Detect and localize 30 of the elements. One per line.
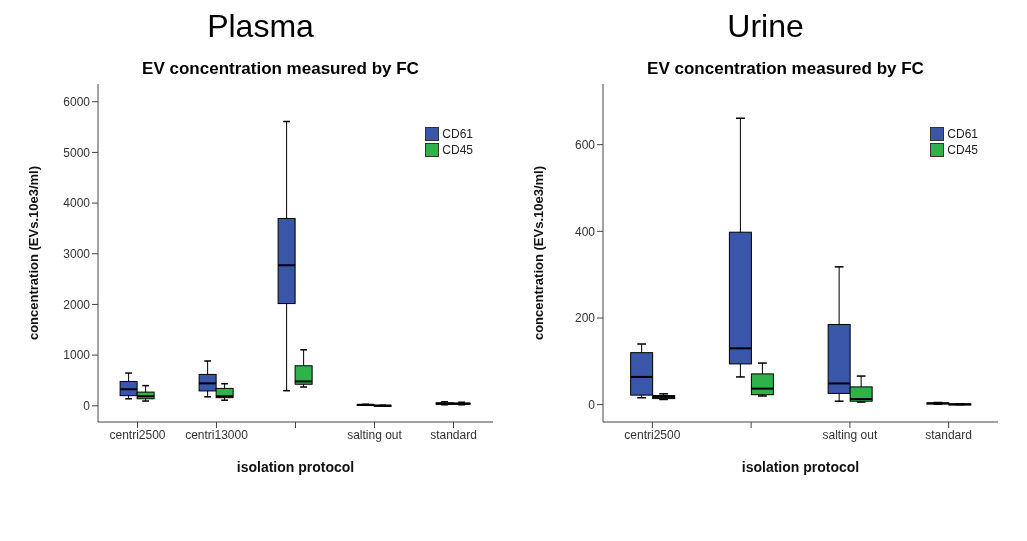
x-tick-label: centri2500	[109, 427, 166, 442]
y-tick-label: 6000	[63, 95, 91, 109]
y-tick-label: 3000	[63, 247, 91, 262]
x-tick-label: standard	[430, 427, 477, 442]
legend-label: CD61	[442, 126, 473, 142]
y-tick-label: 5000	[63, 145, 91, 160]
x-tick-label: salting out	[822, 427, 878, 442]
chart-subtitle: EV concentration measured by FC	[647, 59, 924, 78]
y-tick-label: 0	[588, 397, 596, 412]
y-tick-label: 2000	[63, 297, 91, 312]
y-tick-label: 600	[574, 137, 596, 152]
chart-title: Plasma	[206, 8, 315, 46]
y-tick-label: 0	[83, 399, 91, 414]
x-axis-title: isolation protocol	[236, 459, 355, 475]
x-tick-label: centri13000	[185, 427, 249, 442]
x-tick-label: salting out	[347, 427, 403, 442]
x-axis-title: isolation protocol	[741, 459, 860, 475]
legend-label: CD61	[947, 126, 978, 142]
y-tick-label: 1000	[63, 348, 91, 363]
x-tick-label: standard	[925, 427, 972, 442]
y-axis-title: concentration (EVs.10e3/ml)	[530, 165, 546, 341]
y-tick-label: 400	[574, 224, 596, 239]
x-tick-label: centri2500	[624, 427, 681, 442]
y-tick-label: 4000	[63, 196, 91, 211]
chart-subtitle: EV concentration measured by FC	[142, 59, 419, 78]
legend-label: CD45	[947, 142, 978, 158]
y-tick-label: 200	[574, 311, 596, 326]
legend-label: CD45	[442, 142, 473, 158]
y-axis-title: concentration (EVs.10e3/ml)	[25, 165, 41, 341]
chart-title: Urine	[726, 8, 805, 46]
